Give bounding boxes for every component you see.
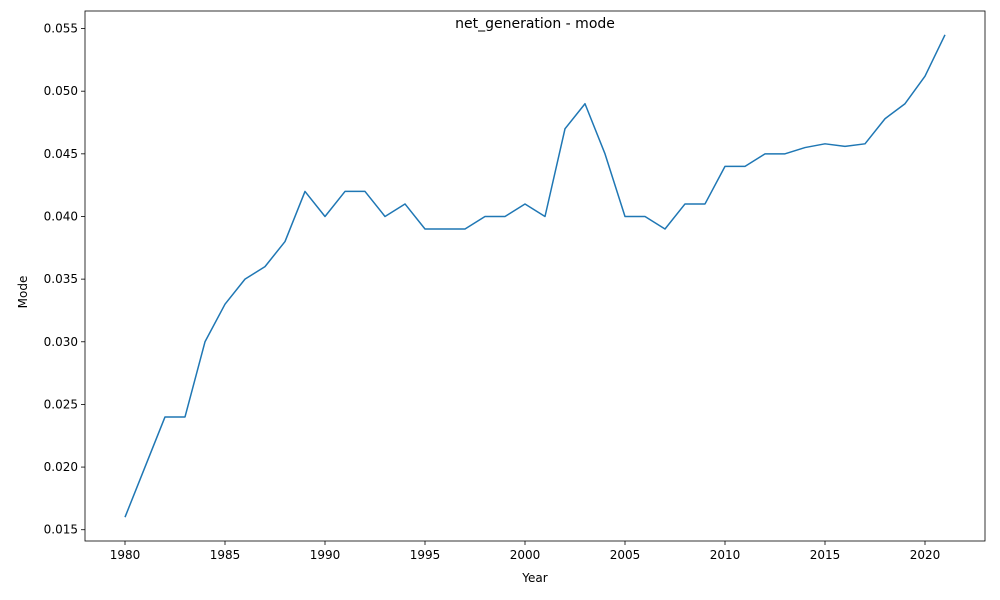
- y-axis: 0.015 0.020 0.025 0.030 0.035 0.040 0.045 0.050…: [44, 22, 85, 537]
- plot-frame: [84, 10, 986, 542]
- x-tick-label: 1980: [110, 548, 141, 562]
- y-tick-label: 0.055: [44, 22, 78, 36]
- y-tick-label: 0.030: [44, 335, 78, 349]
- x-tick-label: 2005: [610, 548, 641, 562]
- y-tick-label: 0.020: [44, 460, 78, 474]
- x-tick-label: 2000: [510, 548, 541, 562]
- x-axis-label: Year: [521, 571, 547, 585]
- x-axis: 1980 1985 1990 1995 2000 2005 2010 2015 2020: [110, 541, 941, 562]
- chart-title: net_generation - mode: [455, 16, 615, 32]
- y-tick-label: 0.025: [44, 397, 78, 411]
- x-tick-label: 2015: [810, 548, 841, 562]
- y-tick-label: 0.015: [44, 523, 78, 537]
- x-tick-label: 1985: [210, 548, 241, 562]
- x-tick-label: 1990: [310, 548, 341, 562]
- plot-area: [84, 10, 986, 542]
- x-tick-label: 1995: [410, 548, 441, 562]
- y-axis-label: Mode: [16, 276, 30, 309]
- x-tick-label: 2020: [910, 548, 941, 562]
- y-tick-label: 0.035: [44, 272, 78, 286]
- y-tick-label: 0.050: [44, 84, 78, 98]
- y-tick-label: 0.045: [44, 147, 78, 161]
- series-line: [124, 34, 946, 518]
- x-tick-label: 2010: [710, 548, 741, 562]
- y-tick-label: 0.040: [44, 209, 78, 223]
